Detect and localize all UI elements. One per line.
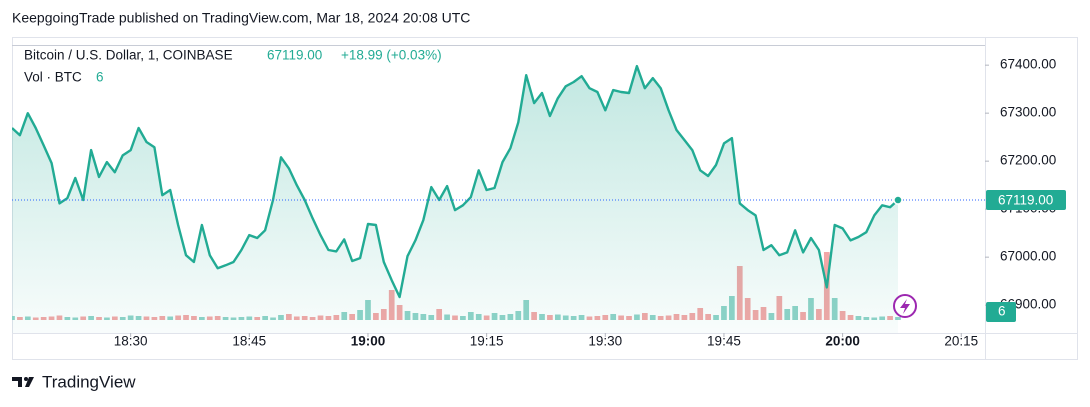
x-tick-label: 19:45 [707, 334, 741, 349]
volume-label-box [986, 302, 1016, 322]
y-tick-label: 67300.00 [1000, 105, 1056, 120]
y-tick-label: 67400.00 [1000, 57, 1056, 72]
price-change: +18.99 (+0.03%) [341, 48, 442, 63]
price-label-box [986, 190, 1066, 211]
plot [12, 64, 985, 333]
volume-label: 6 [998, 304, 1006, 319]
x-tick-label: 19:00 [351, 334, 386, 349]
volume-last: 6 [96, 70, 104, 85]
x-tick-label: 18:45 [232, 334, 266, 349]
last-price: 67119.00 [267, 48, 322, 63]
last-point [893, 195, 903, 205]
price-label: 67119.00 [998, 193, 1053, 208]
lightning-icon[interactable] [893, 294, 917, 318]
price-line [12, 64, 899, 299]
tradingview-logo: TradingView [12, 372, 136, 391]
publish-info: KeepgoingTrade published on TradingView.… [12, 10, 470, 26]
symbol-title: Bitcoin / U.S. Dollar, 1, COINBASE [24, 48, 233, 63]
volume-title: Vol · BTC [24, 70, 82, 85]
x-tick-label: 19:15 [470, 334, 504, 349]
y-tick-label: 67200.00 [1000, 153, 1056, 168]
brand: TradingView [42, 372, 136, 391]
x-tick-label: 20:00 [825, 334, 860, 349]
price-area [12, 66, 898, 333]
axes: 66900.0067000.0067100.0067200.0067300.00… [114, 57, 1057, 349]
x-tick-label: 20:15 [944, 334, 978, 349]
x-tick-label: 18:30 [114, 334, 148, 349]
y-tick-label: 67000.00 [1000, 249, 1056, 264]
x-tick-label: 19:30 [588, 334, 622, 349]
